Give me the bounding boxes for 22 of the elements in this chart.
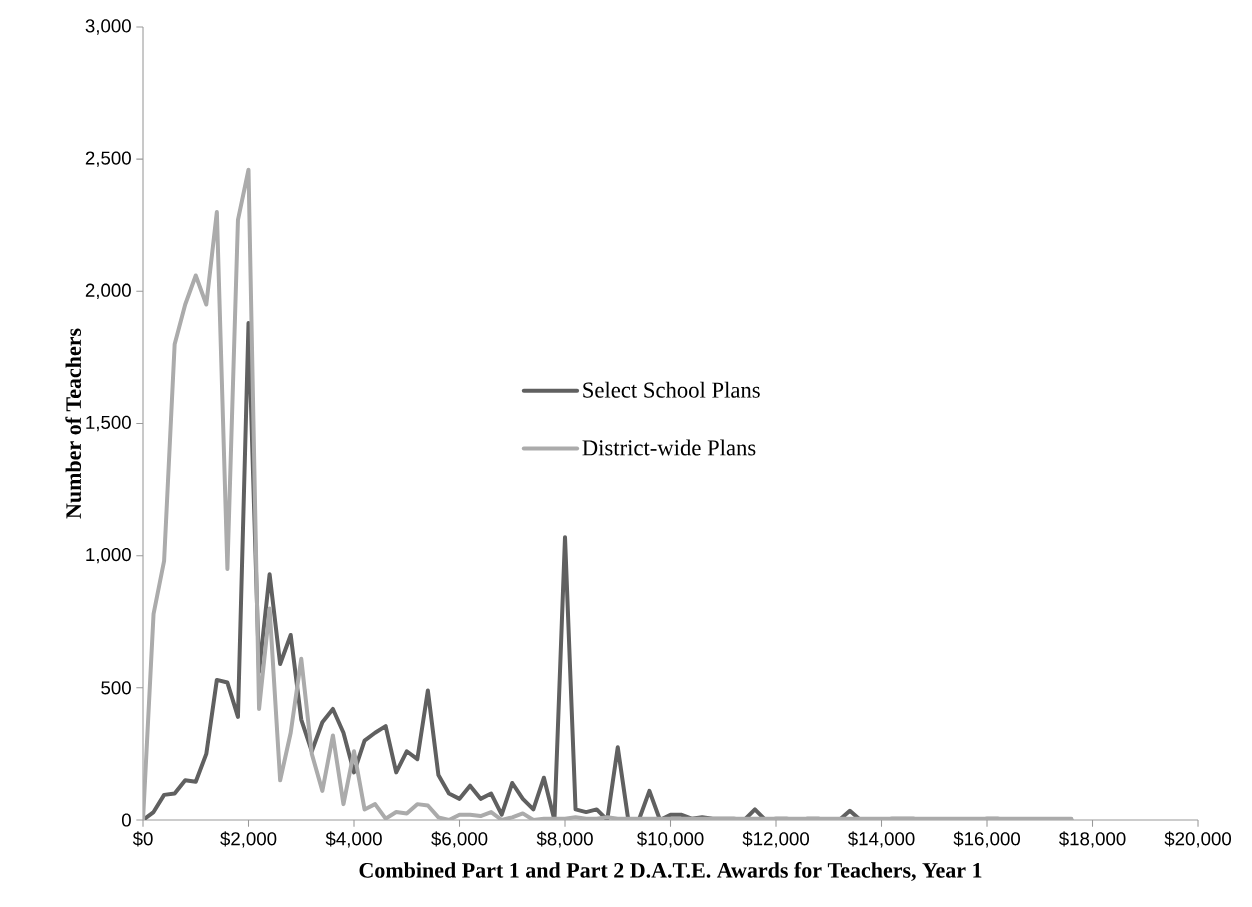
x-axis-title: Combined Part 1 and Part 2 D.A.T.E. Awards for Teachers, Year 1: [359, 862, 982, 881]
x-tick-label: $12,000: [742, 831, 810, 848]
x-tick-label: $4,000: [325, 831, 382, 848]
legend-label: Select School Plans: [583, 381, 760, 398]
x-tick-label: $18,000: [1058, 831, 1126, 848]
x-tick-label: $0: [132, 831, 153, 847]
y-axis-title: Number of Teachers: [65, 328, 82, 519]
x-tick-label: $20,000: [1164, 831, 1232, 848]
x-tick-label: $2,000: [220, 831, 277, 848]
y-tick-label: 1,000: [86, 547, 131, 564]
x-tick-label: $14,000: [847, 831, 915, 848]
legend-label: District-wide Plans: [582, 439, 756, 456]
x-tick-label: $6,000: [431, 831, 488, 848]
x-tick-label: $8,000: [536, 831, 593, 848]
y-tick-label: 0: [121, 813, 131, 827]
y-tick-label: 500: [101, 681, 131, 695]
x-tick-label: $10,000: [636, 831, 704, 848]
y-tick-label: 2,500: [85, 151, 131, 167]
x-tick-label: $16,000: [953, 831, 1021, 848]
y-tick-label: 1,500: [86, 415, 131, 432]
y-tick-label: 2,000: [85, 283, 131, 300]
y-tick-label: 3,000: [85, 19, 131, 35]
